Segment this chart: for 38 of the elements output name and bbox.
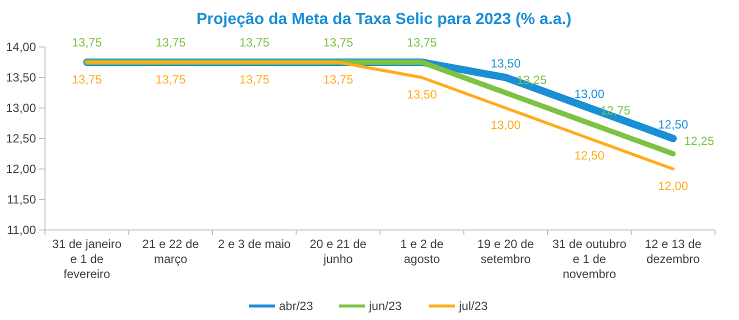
y-tick-label: 13,50 (6, 70, 36, 84)
data-label: 12,00 (658, 179, 688, 193)
data-label: 13,75 (156, 35, 186, 50)
data-label: 13,75 (323, 72, 354, 86)
x-tick-label: 31 de janeiro e 1 de fevereiro (52, 237, 122, 281)
x-tick-label: 1 e 2 de agosto (400, 237, 444, 266)
chart-title: Projeção da Meta da Taxa Selic para 2023 (% a.a.) (196, 11, 572, 28)
x-tick-label: 12 e 13 de dezembro (644, 237, 702, 266)
data-label: 13,25 (516, 72, 547, 87)
data-label: 13,50 (406, 88, 438, 102)
data-label: 12,50 (658, 118, 688, 132)
y-tick-label: 14,00 (6, 40, 36, 54)
legend-label: jun/23 (368, 299, 402, 313)
data-label: 13,75 (239, 35, 270, 50)
data-label: 12,25 (684, 134, 714, 148)
x-tick-label: 21 e 22 de março (142, 237, 200, 266)
x-tick-label: 20 e 21 de junho (310, 237, 367, 266)
x-tick-label: 19 e 20 de setembro (477, 237, 534, 266)
data-label: 13,50 (490, 56, 521, 70)
data-label: 13,75 (156, 72, 186, 86)
data-label: 13,75 (72, 72, 102, 86)
data-label: 13,75 (406, 35, 438, 50)
y-tick-label: 11,50 (6, 192, 36, 206)
y-tick-label: 12,50 (6, 131, 36, 146)
data-label: 12,75 (600, 103, 631, 118)
legend-label: jul/23 (458, 299, 488, 313)
x-tick-label: 31 de outubro e 1 de novembro (552, 237, 627, 281)
data-label: 13,75 (239, 72, 270, 86)
y-tick-label: 12,00 (6, 162, 36, 176)
data-label: 12,50 (574, 148, 605, 162)
y-tick-label: 13,00 (6, 100, 36, 115)
data-label: 13,75 (323, 35, 354, 50)
y-tick-label: 11,00 (6, 222, 36, 237)
data-label: 13,00 (574, 87, 605, 101)
x-tick-label: 2 e 3 de maio (218, 237, 292, 251)
legend-label: abr/23 (279, 299, 314, 313)
data-label: 13,75 (72, 35, 102, 50)
data-label: 13,00 (490, 118, 521, 132)
